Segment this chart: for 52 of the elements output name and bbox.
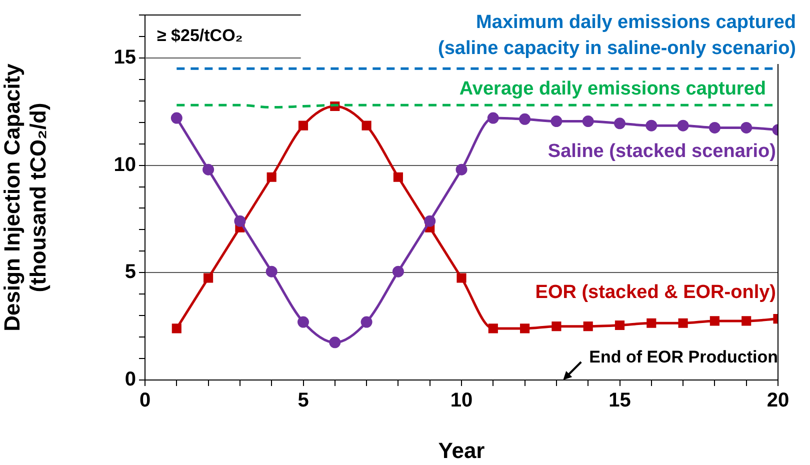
point: [708, 122, 720, 134]
y-tick-label: 15: [114, 46, 136, 68]
point: [614, 118, 626, 130]
point: [172, 324, 182, 334]
point: [234, 215, 246, 227]
point: [550, 116, 562, 128]
x-tick-label: 10: [450, 390, 473, 412]
point: [393, 172, 403, 182]
point: [488, 324, 498, 334]
point: [360, 316, 372, 328]
point: [519, 113, 531, 125]
point: [202, 164, 214, 176]
y-axis-title: Design Injection Capacity (thousand tCO₂/d): [0, 62, 51, 332]
point: [298, 316, 309, 328]
x-axis-title: Year: [438, 438, 486, 463]
point: [170, 112, 182, 124]
point: [362, 120, 372, 130]
point: [740, 122, 752, 134]
point: [456, 273, 466, 283]
point: [424, 215, 436, 227]
series-label: Saline (stacked scenario): [548, 141, 776, 162]
point: [583, 322, 593, 332]
point: [204, 273, 214, 283]
series-label: Maximum daily emissions captured (saline capacity in saline-only scenario): [438, 12, 796, 60]
x-tick-label: 20: [766, 390, 790, 412]
x-tick-label: 5: [298, 390, 309, 412]
y-tick-label: 0: [124, 368, 136, 391]
point: [742, 316, 752, 326]
point: [614, 320, 625, 330]
series-label: EOR (stacked & EOR-only): [535, 282, 776, 304]
point: [646, 318, 656, 328]
point: [266, 172, 276, 182]
y-tick-label: 5: [124, 261, 136, 284]
x-tick-label: 15: [608, 390, 631, 412]
point: [582, 116, 594, 128]
point: [392, 266, 404, 278]
point: [646, 120, 658, 132]
point: [552, 322, 562, 332]
series-label: Average daily emissions captured: [459, 78, 766, 100]
annotation: End of EOR Production: [589, 348, 778, 367]
annotation: ≥ $25/tCO₂: [157, 26, 243, 46]
point: [298, 120, 308, 130]
point: [710, 316, 720, 326]
x-tick-label: 0: [139, 390, 151, 412]
point: [678, 318, 688, 328]
point: [520, 324, 530, 334]
point: [456, 164, 468, 176]
point: [329, 336, 341, 348]
point: [487, 112, 499, 124]
y-tick-label: 10: [114, 154, 136, 176]
point: [266, 266, 278, 278]
point: [677, 120, 689, 132]
